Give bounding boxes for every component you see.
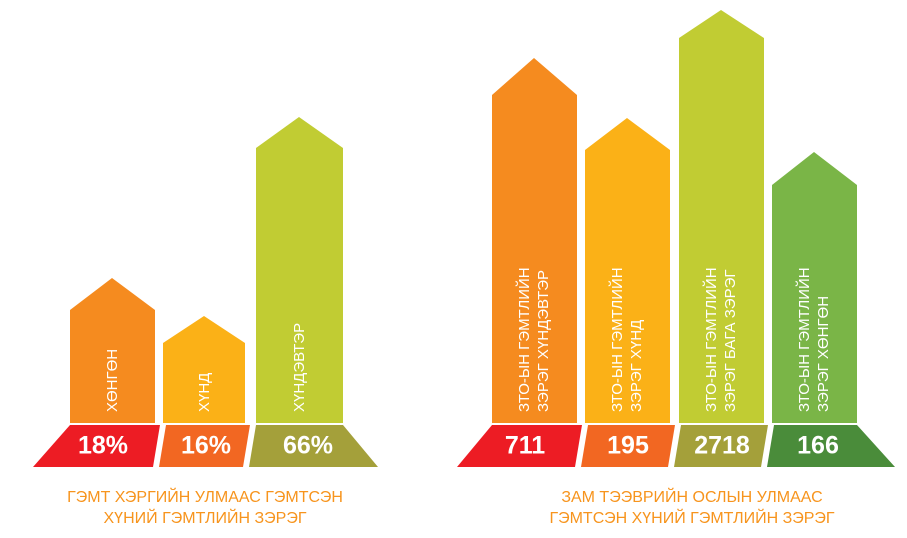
bar-label: ХӨНГӨН (104, 349, 121, 412)
caption: ХҮНИЙ ГЭМТЛИЙН ЗЭРЭГ (104, 508, 307, 527)
value-band (159, 425, 250, 467)
value-label: 66% (283, 432, 333, 460)
bar-label: ХҮНД (196, 373, 213, 412)
bar-label: ЗЭРЭГ БАГА ЗЭРЭГ (722, 270, 739, 412)
bar-label: ЗТО-ЫН ГЭМТЛИЙН (702, 267, 720, 412)
arrow-bar (772, 152, 857, 423)
arrow-bar (256, 117, 343, 423)
value-label: 18% (78, 432, 128, 460)
bar-label: ЗЭРЭГ ХҮНДЭВТЭР (535, 270, 552, 412)
value-band (33, 425, 160, 467)
caption: ГЭМТСЭН ХҮНИЙ ГЭМТЛИЙН ЗЭРЭГ (549, 508, 834, 527)
value-label: 195 (607, 432, 649, 460)
value-label: 2718 (694, 432, 750, 460)
bar-label: ЗЭРЭГ ХҮНД (628, 320, 645, 412)
arrow-bar (585, 118, 670, 423)
value-band (581, 425, 675, 467)
caption: ГЭМТ ХЭРГИЙН УЛМААС ГЭМТСЭН (67, 487, 343, 506)
bar-label: ЗТО-ЫН ГЭМТЛИЙН (515, 267, 533, 412)
bar-label: ЗТО-ЫН ГЭМТЛИЙН (608, 267, 626, 412)
value-label: 711 (505, 432, 545, 460)
value-label: 166 (797, 432, 839, 460)
arrow-bar (492, 58, 577, 423)
bar-label: ЗТО-ЫН ГЭМТЛИЙН (795, 267, 813, 412)
value-band (767, 425, 895, 467)
arrow-bar (679, 10, 764, 423)
bar-label: ХҮНДЭВТЭР (291, 323, 308, 412)
arrow-bar (163, 316, 245, 423)
value-band (457, 425, 582, 467)
arrow-bar (70, 278, 155, 423)
bar-label: ЗЭРЭГ ХӨНГӨН (815, 296, 832, 412)
caption: ЗАМ ТЭЭВРИЙН ОСЛЫН УЛМААС (561, 487, 822, 506)
value-band (249, 425, 378, 467)
value-label: 16% (181, 432, 231, 460)
right-panel: ЗТО-ЫН ГЭМТЛИЙН ЗЭРЭГ ХҮНДЭВТЭР ЗТО-ЫН Г… (457, 10, 895, 527)
value-band (674, 425, 768, 467)
left-panel: ХӨНГӨН ХҮНД ХҮНДЭВТЭР 18% 16% 66% ГЭМТ Х… (33, 117, 378, 527)
